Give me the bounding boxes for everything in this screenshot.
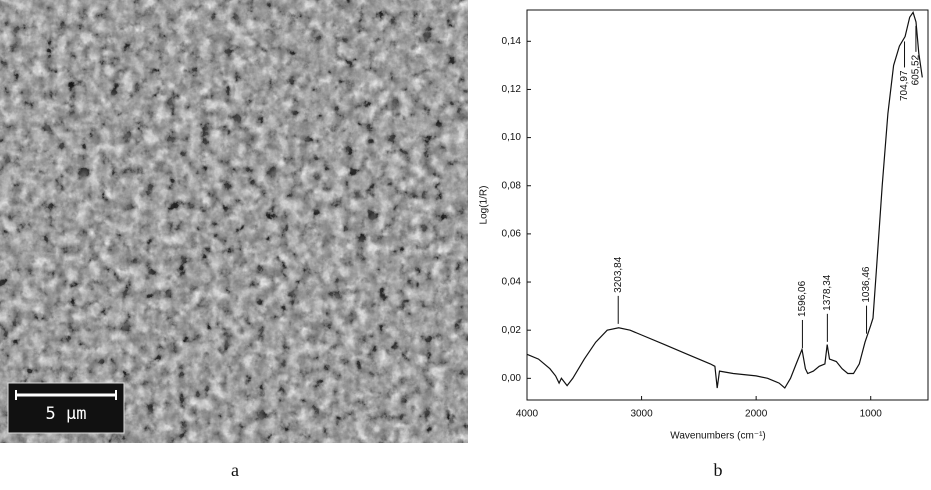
y-tick-label: 0,06 [502,229,522,240]
plot-frame [526,9,929,401]
peak-label: 3203,84 [613,256,624,293]
x-tick-label: 4000 [516,409,539,420]
peak-label: 1596,06 [797,280,808,317]
panel-label: a [231,460,239,480]
y-tick-label: 0,08 [502,180,522,191]
x-tick-label: 2000 [745,409,768,420]
x-axis-label: Wavenumbers (cm⁻¹) [670,431,765,442]
y-tick-label: 0,04 [502,277,522,288]
panel-label: b [714,460,723,480]
y-axis-label: Log(1/R) [479,186,490,225]
peak-label: 704,97 [899,70,910,101]
y-tick-label: 0,10 [502,132,522,143]
scale-bar-label: 5 μm [46,404,87,424]
sem-image: 5 μm [0,0,468,443]
peak-label: 1036,46 [861,266,872,303]
spectrum-line [526,11,923,389]
y-tick-label: 0,02 [502,325,522,336]
x-tick-label: 1000 [860,409,883,420]
y-tick-label: 0,12 [502,84,522,95]
x-tick-label: 3000 [630,409,653,420]
peak-label: 605,52 [911,54,922,85]
peak-label: 1378,34 [822,274,833,311]
y-tick-label: 0,14 [502,36,522,47]
y-tick-label: 0,00 [502,373,522,384]
